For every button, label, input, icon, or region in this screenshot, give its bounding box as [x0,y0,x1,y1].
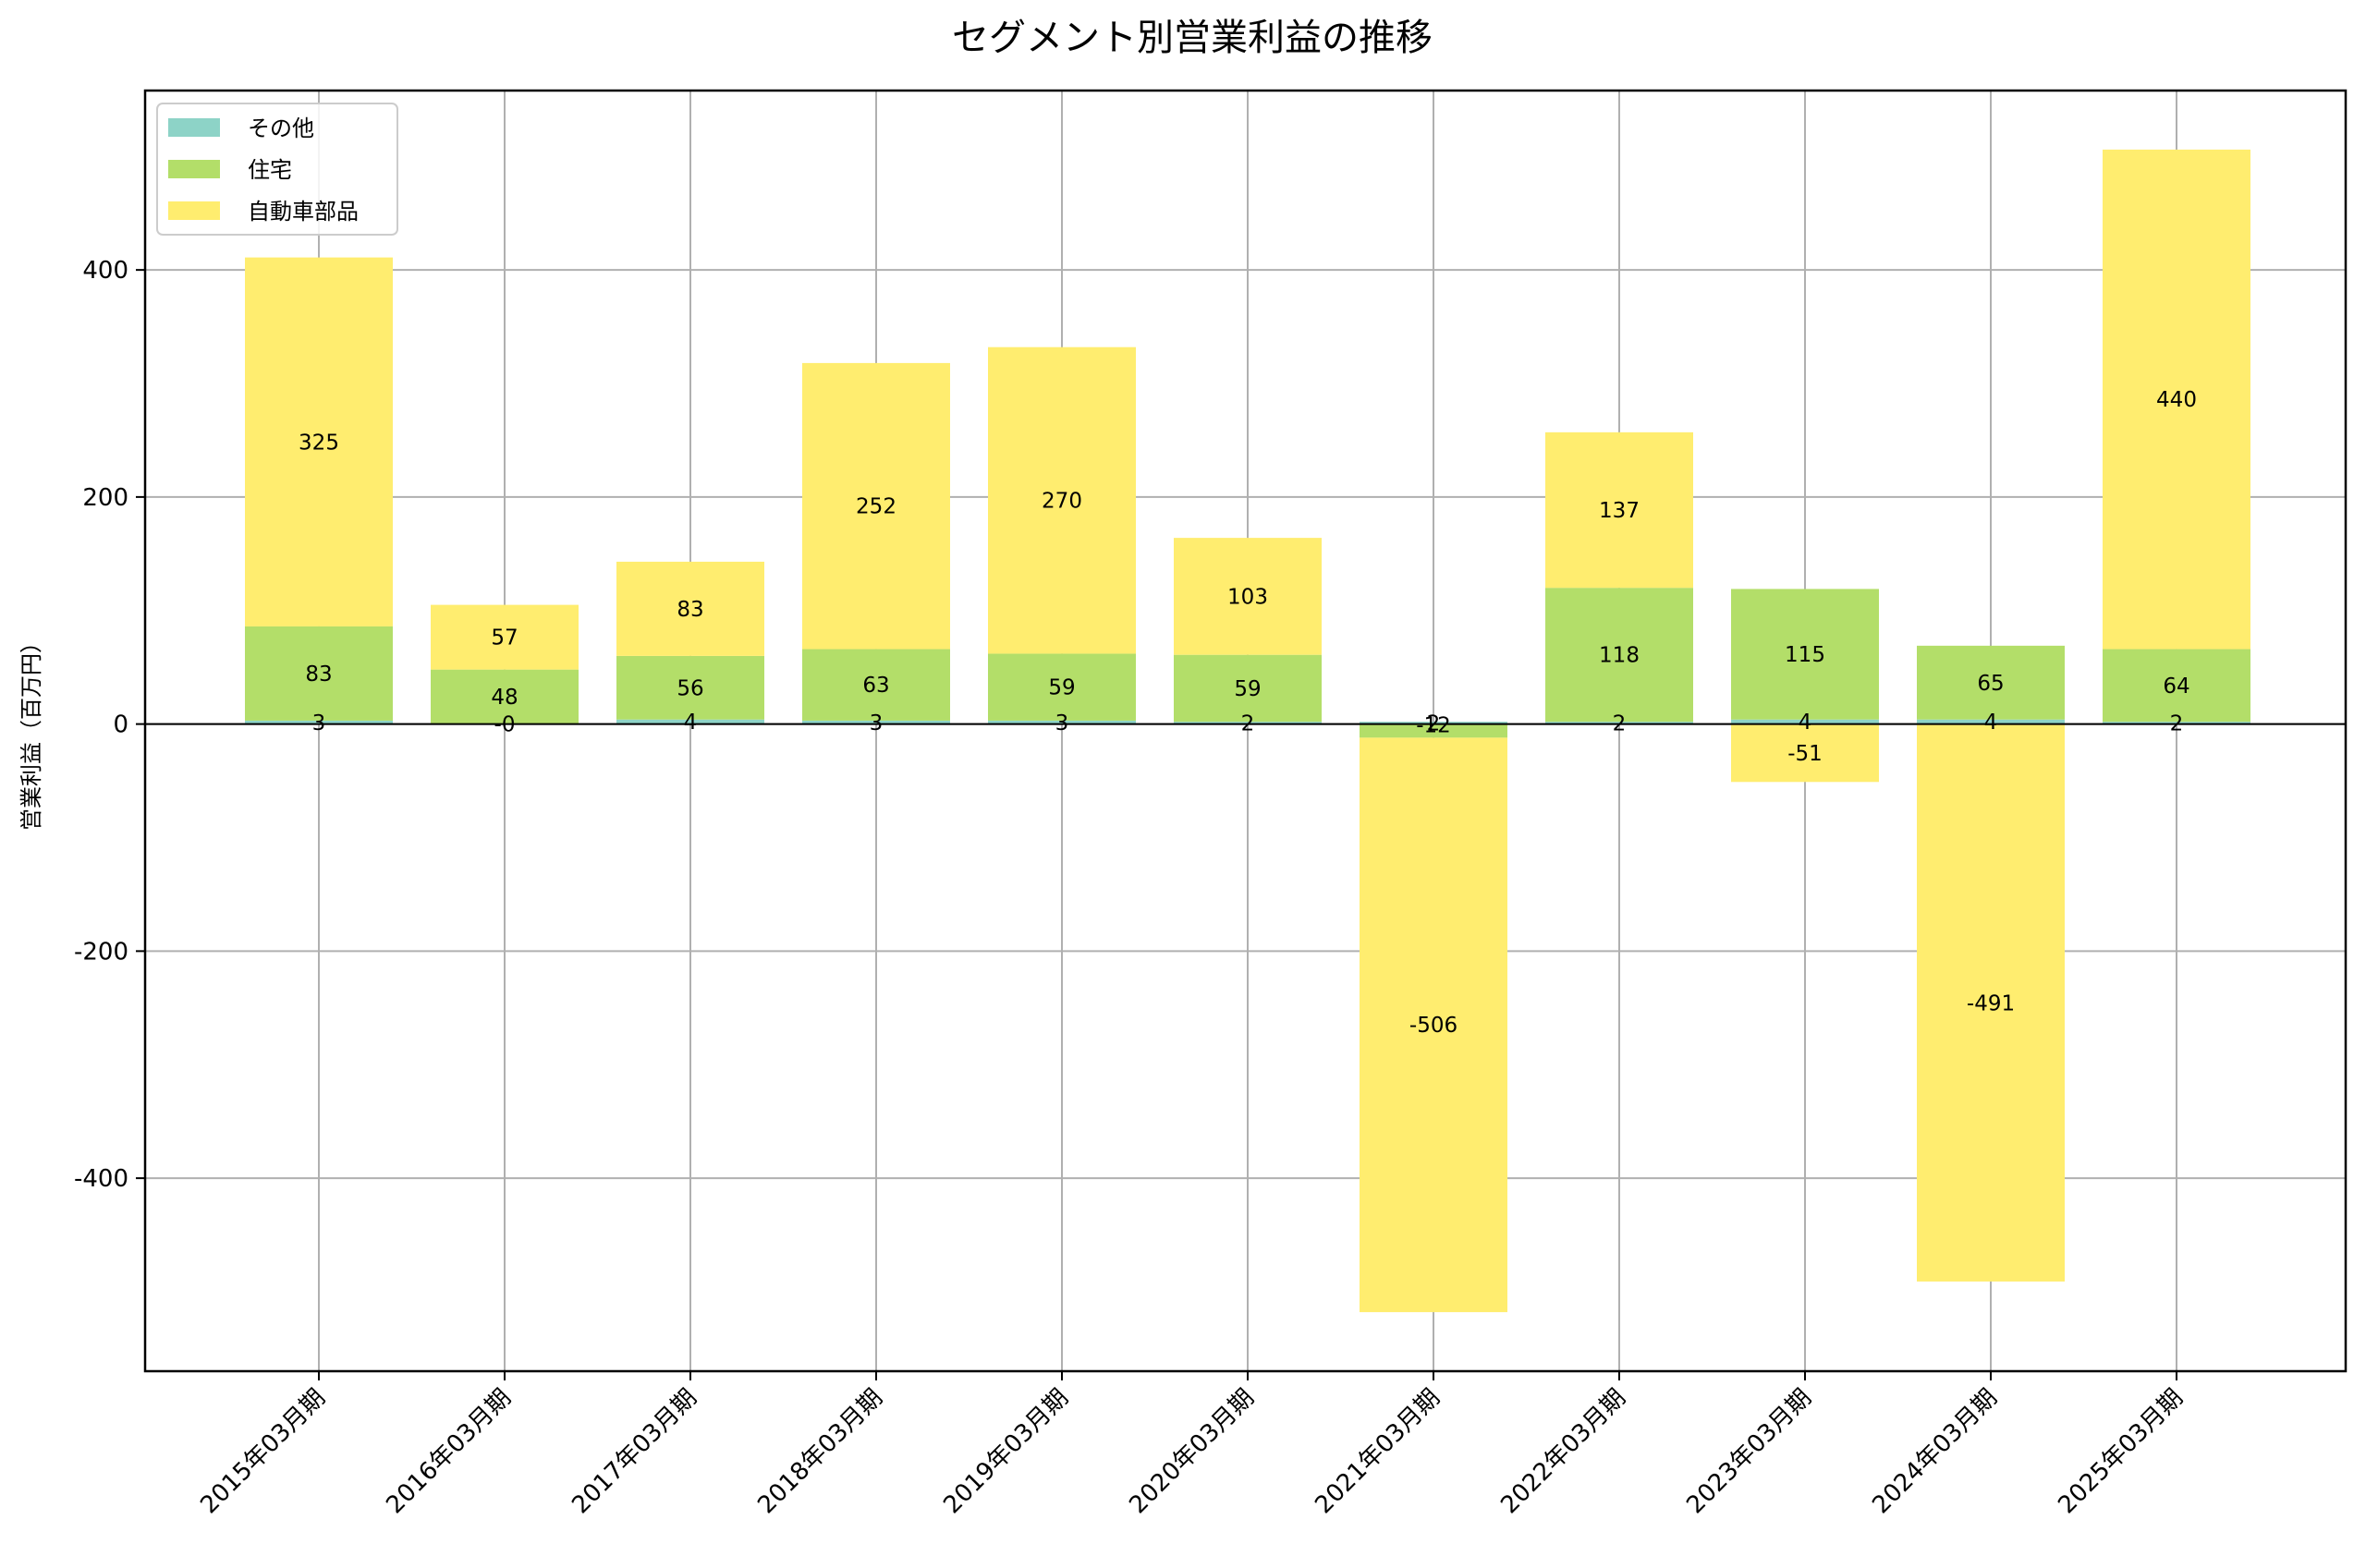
data-label-s2-c3: 252 [856,495,896,519]
data-label-s1-c5: 59 [1234,677,1261,701]
y-tick-label-0: -400 [74,1165,128,1193]
data-label-s2-c1: 57 [491,626,518,650]
bar-s1-c8 [1731,589,1879,720]
bar-s2-c0 [245,257,393,626]
x-tick-label-0: 2015年03月期 [195,1384,331,1520]
bar-s0-c6 [1360,722,1507,724]
legend-swatch-2 [168,201,220,220]
data-label-s2-c4: 270 [1042,490,1082,514]
legend-swatch-0 [168,118,220,137]
x-tick-label-8: 2023年03月期 [1681,1384,1817,1520]
bar-s0-c10 [2103,722,2250,724]
data-label-s2-c6: -506 [1409,1014,1457,1038]
legend-swatch-1 [168,160,220,178]
data-label-s1-c9: 65 [1977,672,2004,696]
bar-s0-c7 [1545,722,1693,724]
x-tick-label-7: 2022年03月期 [1495,1384,1631,1520]
bar-s2-c7 [1545,432,1693,589]
bar-s2-c2 [616,561,764,656]
x-tick-label-3: 2018年03月期 [752,1384,888,1520]
data-label-s1-c7: 118 [1599,644,1640,668]
data-label-s1-c6: -12 [1416,713,1451,737]
chart-title: セグメント別営業利益の推移 [952,17,1433,59]
bar-s2-c9 [1917,723,2065,1282]
data-label-s0-c8: 4 [1799,711,1812,735]
y-tick-label-2: 0 [113,711,128,739]
bar-s1-c0 [245,626,393,721]
y-tick-label-4: 400 [82,257,128,285]
data-label-s1-c0: 83 [305,662,332,687]
plot-area [143,89,2348,1373]
bar-s1-c4 [988,653,1136,721]
x-axis: 2015年03月期 2016年03月期 2017年03月期 2018年03月期 2019… [195,1371,2189,1519]
bar-s2-c1 [431,604,579,670]
x-tick-label-10: 2025年03月期 [2053,1384,2189,1520]
data-label-s1-c4: 59 [1048,676,1075,700]
y-tick-label-1: -200 [74,938,128,966]
bar-s0-c2 [616,719,764,724]
bar-s0-c3 [802,720,950,724]
bar-s1-c5 [1174,654,1322,723]
data-label-s1-c3: 63 [862,674,889,698]
data-label-s0-c2: 4 [684,711,698,735]
x-tick-label-1: 2016年03月期 [381,1384,517,1520]
x-tick-label-5: 2020年03月期 [1124,1384,1260,1520]
data-label-s2-c9: -491 [1967,991,2015,1015]
bar-s0-c4 [988,720,1136,724]
bar-s1-c10 [2103,649,2250,723]
x-tick-label-6: 2021年03月期 [1310,1384,1445,1520]
bar-s2-c5 [1174,538,1322,655]
bar-s1-c1 [431,669,579,724]
data-labels: 383325-04857456833632523592702591032-12-… [299,388,2197,1038]
bar-s1-c6 [1360,723,1507,738]
y-axis-label: 営業利益（百万円） [18,631,44,831]
bar-s1-c2 [616,655,764,720]
bar-s2-c10 [2103,149,2250,650]
x-tick-label-2: 2017年03月期 [567,1384,702,1520]
bar-s0-c9 [1917,719,2065,724]
x-tick-label-9: 2024年03月期 [1867,1384,2003,1520]
data-label-s1-c1: 48 [491,686,518,710]
data-label-s2-c2: 83 [677,598,703,622]
x-tick-label-4: 2019年03月期 [938,1384,1074,1520]
y-axis: -400 -200 0 200 400 [74,257,145,1193]
data-label-s2-c0: 325 [299,431,339,455]
y-tick-label-3: 200 [82,484,128,512]
legend-label-2: 自動車部品 [248,199,359,225]
bar-s2-c8 [1731,723,1879,783]
bar-s1-c9 [1917,645,2065,720]
legend-label-1: 住宅 [248,157,292,183]
data-label-s1-c2: 56 [677,676,703,700]
data-label-s2-c7: 137 [1599,499,1640,523]
bar-s1-c3 [802,649,950,721]
bar-s0-c5 [1174,722,1322,724]
data-label-s2-c10: 440 [2156,388,2197,412]
data-label-s2-c5: 103 [1227,585,1268,609]
bar-s1-c7 [1545,588,1693,723]
data-label-s2-c8: -51 [1787,742,1823,766]
data-label-s1-c8: 115 [1785,643,1825,667]
legend-label-0: その他 [248,115,314,141]
data-label-s0-c9: 4 [1984,711,1998,735]
bars [245,149,2250,1313]
bar-s2-c3 [802,362,950,650]
data-label-s1-c10: 64 [2163,675,2189,699]
bar-s0-c0 [245,720,393,724]
bar-s0-c8 [1731,719,1879,724]
bar-s2-c4 [988,346,1136,654]
bar-s2-c6 [1360,737,1507,1313]
